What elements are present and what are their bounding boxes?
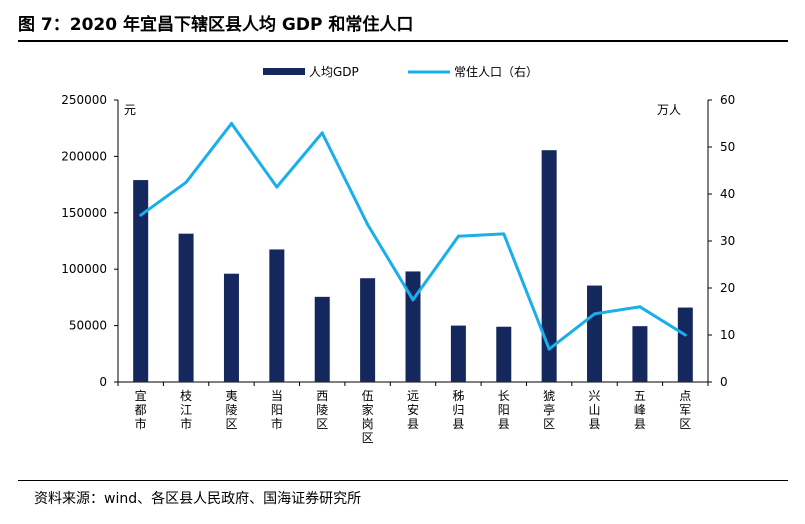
category-label: 夷陵区 bbox=[225, 388, 237, 431]
line-point bbox=[184, 180, 188, 184]
category-label: 宜都市 bbox=[135, 388, 147, 431]
bar bbox=[314, 296, 330, 382]
bar bbox=[677, 307, 693, 382]
left-axis-tick-label: 50000 bbox=[69, 319, 107, 333]
category-label: 枝江市 bbox=[180, 388, 192, 431]
line-point bbox=[320, 131, 324, 135]
right-axis-tick-label: 20 bbox=[720, 281, 735, 295]
left-axis-tick-label: 0 bbox=[99, 375, 107, 389]
bar bbox=[496, 326, 512, 382]
category-label: 伍家岗区 bbox=[362, 389, 374, 445]
category-label: 秭归县 bbox=[452, 389, 464, 431]
bar bbox=[587, 285, 603, 382]
left-axis-tick-label: 250000 bbox=[61, 93, 107, 107]
left-axis-unit: 元 bbox=[124, 103, 136, 117]
category-labels: 宜都市 枝江市 夷陵区 当阳市 西陵区 伍家岗区 远安县 秭归县 长阳县 猇亭区 兴山县 五峰县 点军区 bbox=[135, 388, 692, 445]
line-point bbox=[593, 312, 597, 316]
line-point bbox=[638, 305, 642, 309]
right-axis-tick-label: 10 bbox=[720, 328, 735, 342]
line-series bbox=[139, 122, 687, 351]
legend-bar-swatch bbox=[263, 68, 305, 75]
category-label: 兴山县 bbox=[589, 389, 601, 431]
line-point bbox=[229, 122, 233, 125]
category-label: 长阳县 bbox=[498, 389, 510, 431]
left-axis-tick-label: 150000 bbox=[61, 206, 107, 220]
bar bbox=[223, 273, 239, 382]
left-axis-tick-label: 200000 bbox=[61, 149, 107, 163]
right-axis-tick-label: 30 bbox=[720, 234, 735, 248]
category-label: 当阳市 bbox=[271, 389, 283, 431]
line-point bbox=[456, 234, 460, 238]
footer-divider bbox=[18, 480, 788, 481]
line-point bbox=[502, 232, 506, 236]
line-point bbox=[683, 333, 687, 337]
bar bbox=[450, 325, 466, 382]
category-label: 猇亭区 bbox=[543, 389, 555, 431]
line-point bbox=[366, 223, 370, 227]
line-point bbox=[547, 347, 551, 351]
bar bbox=[133, 180, 149, 382]
line-point bbox=[275, 185, 279, 189]
right-axis-tick-label: 60 bbox=[720, 93, 735, 107]
right-axis-tick-label: 0 bbox=[720, 375, 728, 389]
category-label: 五峰县 bbox=[634, 389, 646, 431]
right-axis-tick-label: 50 bbox=[720, 140, 735, 154]
legend: 人均GDP 常住人口（右） bbox=[263, 64, 538, 79]
category-label: 远安县 bbox=[407, 389, 419, 431]
bar bbox=[405, 271, 421, 382]
right-axis-unit: 万人 bbox=[657, 103, 681, 117]
title-divider bbox=[18, 40, 788, 42]
bar bbox=[541, 150, 557, 382]
chart-title: 图 7：2020 年宜昌下辖区县人均 GDP 和常住人口 bbox=[18, 15, 414, 35]
category-label: 点军区 bbox=[679, 389, 691, 431]
bar bbox=[360, 278, 376, 382]
chart: 人均GDP 常住人口（右） 元 万人 050000100000150000200… bbox=[61, 64, 735, 445]
bar bbox=[269, 249, 285, 382]
right-axis-tick-label: 40 bbox=[720, 187, 735, 201]
line-point bbox=[411, 298, 415, 302]
bar bbox=[632, 326, 648, 382]
legend-bar-label: 人均GDP bbox=[309, 65, 359, 79]
line-point bbox=[139, 213, 143, 217]
bar bbox=[178, 233, 194, 382]
bar-series bbox=[133, 150, 693, 382]
left-axis-tick-label: 100000 bbox=[61, 262, 107, 276]
category-label: 西陵区 bbox=[316, 389, 328, 431]
legend-line-label: 常住人口（右） bbox=[454, 64, 538, 79]
source-note: 资料来源：wind、各区县人民政府、国海证券研究所 bbox=[34, 491, 362, 507]
